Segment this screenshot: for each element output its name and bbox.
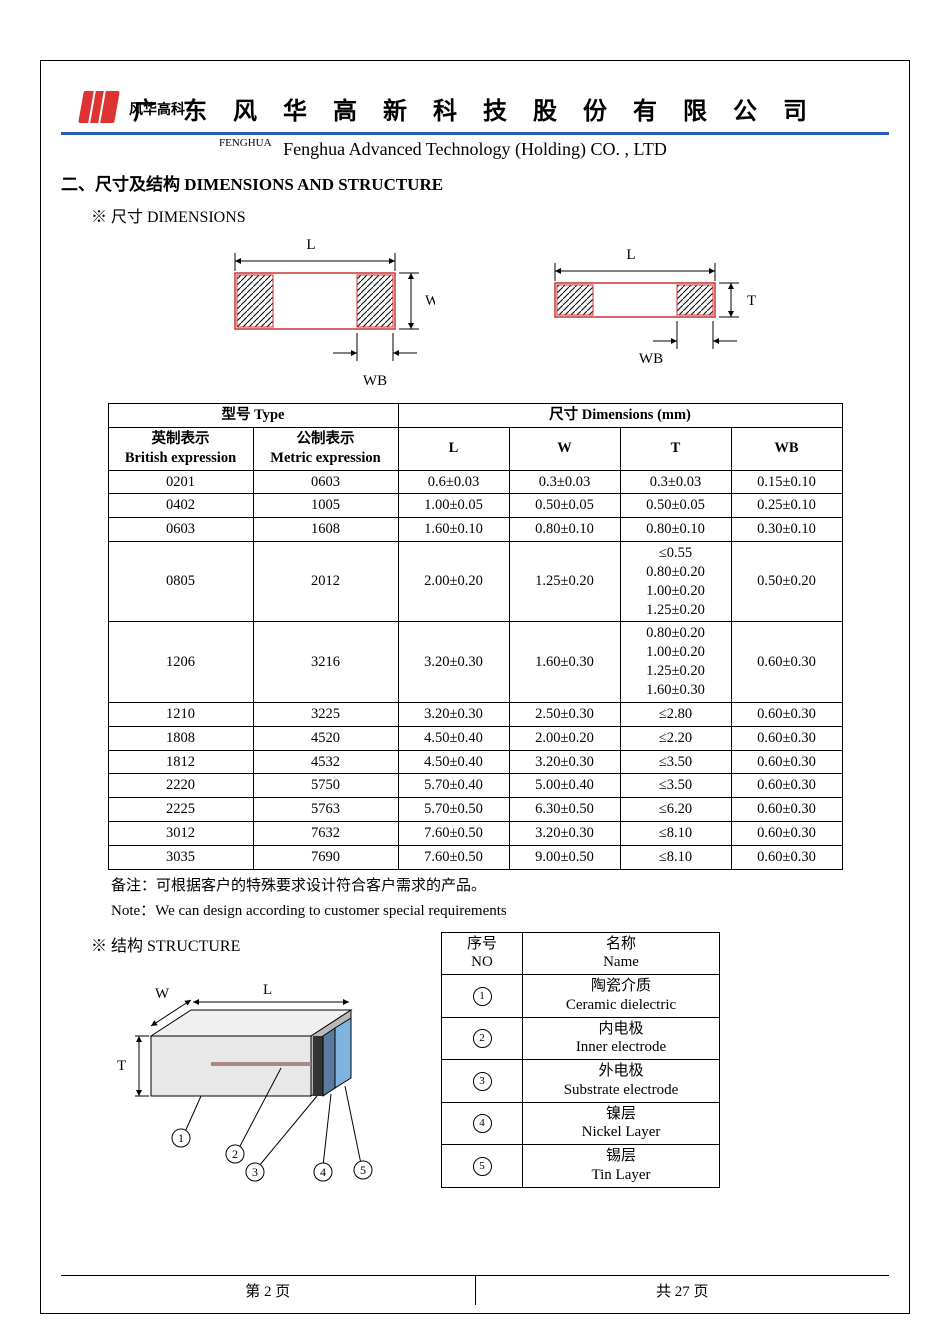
label-T: T xyxy=(747,293,756,309)
structure-row: 3外电极Substrate electrode xyxy=(442,1060,720,1103)
structure-subtitle: ※ 结构 STRUCTURE xyxy=(91,932,411,956)
table-row: 181245324.50±0.403.20±0.30≤3.500.60±0.30 xyxy=(108,750,842,774)
company-en: Fenghua Advanced Technology (Holding) CO… xyxy=(61,137,889,166)
note-cn: 备注：可根据客户的特殊要求设计符合客户需求的产品。 xyxy=(111,874,889,895)
label-W: W xyxy=(425,293,435,309)
svg-text:5: 5 xyxy=(360,1163,366,1177)
label-L2: L xyxy=(626,247,635,263)
st-name: 名称Name xyxy=(523,932,720,975)
dimension-diagrams: L W WB xyxy=(61,233,889,393)
th-WB: WB xyxy=(731,427,842,470)
svg-text:L: L xyxy=(263,982,272,998)
page-footer: 第 2 页 共 27 页 xyxy=(61,1275,889,1305)
th-L: L xyxy=(398,427,509,470)
footer-right: 共 27 页 xyxy=(476,1276,890,1305)
st-no: 序号NO xyxy=(442,932,523,975)
brand-cn: 风华高科 xyxy=(129,99,185,119)
company-cn: 广 东 风 华 高 新 科 技 股 份 有 限 公 司 xyxy=(61,81,889,126)
svg-text:1: 1 xyxy=(178,1131,184,1145)
table-row: 180845204.50±0.402.00±0.20≤2.200.60±0.30 xyxy=(108,726,842,750)
section-title: 二、尺寸及结构 DIMENSIONS AND STRUCTURE xyxy=(61,170,889,195)
table-row: 222557635.70±0.506.30±0.50≤6.200.60±0.30 xyxy=(108,798,842,822)
header: 风华高科 广 东 风 华 高 新 科 技 股 份 有 限 公 司 FENGHUA… xyxy=(61,81,889,166)
th-brit: 英制表示British expression xyxy=(108,427,253,470)
table-row: 040210051.00±0.050.50±0.050.50±0.050.25±… xyxy=(108,494,842,518)
table-row: 301276327.60±0.503.20±0.30≤8.100.60±0.30 xyxy=(108,822,842,846)
table-row: 120632163.20±0.301.60±0.300.80±0.20 1.00… xyxy=(108,622,842,702)
diagram-top-view: L W WB xyxy=(175,233,435,393)
label-WB: WB xyxy=(363,373,387,389)
structure-row: 4镍层Nickel Layer xyxy=(442,1102,720,1145)
svg-text:4: 4 xyxy=(320,1165,326,1179)
dimensions-subtitle: ※ 尺寸 DIMENSIONS xyxy=(91,203,889,227)
structure-table: 序号NO 名称Name 1陶瓷介质Ceramic dielectric2内电极I… xyxy=(441,932,720,1188)
note-en: Note：We can design according to customer… xyxy=(111,899,889,920)
table-row: 080520122.00±0.201.25±0.20≤0.55 0.80±0.2… xyxy=(108,542,842,622)
rule-line xyxy=(61,132,889,135)
label-WB2: WB xyxy=(639,351,663,367)
structure-row: 2内电极Inner electrode xyxy=(442,1017,720,1060)
dimensions-table: 型号 Type 尺寸 Dimensions (mm) 英制表示British e… xyxy=(108,403,843,870)
th-type: 型号 Type xyxy=(108,404,398,428)
th-T: T xyxy=(620,427,731,470)
table-row: 060316081.60±0.100.80±0.100.80±0.100.30±… xyxy=(108,518,842,542)
table-row: 020106030.6±0.030.3±0.030.3±0.030.15±0.1… xyxy=(108,470,842,494)
th-met: 公制表示Metric expression xyxy=(253,427,398,470)
fenghua-label: FENGHUA xyxy=(219,137,272,149)
structure-diagram: W L T 1 2 xyxy=(91,976,411,1186)
svg-text:2: 2 xyxy=(232,1147,238,1161)
th-W: W xyxy=(509,427,620,470)
structure-row: 5锡层Tin Layer xyxy=(442,1145,720,1188)
footer-left: 第 2 页 xyxy=(61,1276,476,1305)
logo-icon xyxy=(78,91,120,123)
svg-text:T: T xyxy=(117,1058,126,1074)
structure-row: 1陶瓷介质Ceramic dielectric xyxy=(442,975,720,1018)
label-L: L xyxy=(306,237,315,253)
table-row: 121032253.20±0.302.50±0.30≤2.800.60±0.30 xyxy=(108,702,842,726)
table-row: 303576907.60±0.509.00±0.50≤8.100.60±0.30 xyxy=(108,845,842,869)
diagram-side-view: L T WB xyxy=(515,233,775,393)
th-dim: 尺寸 Dimensions (mm) xyxy=(398,404,842,428)
table-row: 222057505.70±0.405.00±0.40≤3.500.60±0.30 xyxy=(108,774,842,798)
svg-text:W: W xyxy=(155,986,170,1002)
svg-text:3: 3 xyxy=(252,1165,258,1179)
